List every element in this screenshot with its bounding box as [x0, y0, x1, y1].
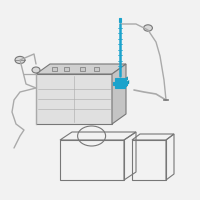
Polygon shape	[112, 64, 126, 124]
Bar	[114, 78, 126, 82]
Ellipse shape	[32, 67, 40, 73]
Bar	[64, 67, 69, 71]
Bar	[80, 67, 85, 71]
Polygon shape	[36, 64, 126, 74]
Bar	[115, 85, 125, 88]
Polygon shape	[125, 84, 128, 88]
Bar	[113, 82, 127, 85]
Bar	[52, 67, 57, 71]
Polygon shape	[36, 74, 112, 124]
Bar	[119, 18, 121, 22]
Bar	[94, 67, 99, 71]
Polygon shape	[126, 76, 128, 82]
Ellipse shape	[15, 56, 25, 64]
Ellipse shape	[144, 25, 152, 31]
Polygon shape	[127, 80, 129, 85]
